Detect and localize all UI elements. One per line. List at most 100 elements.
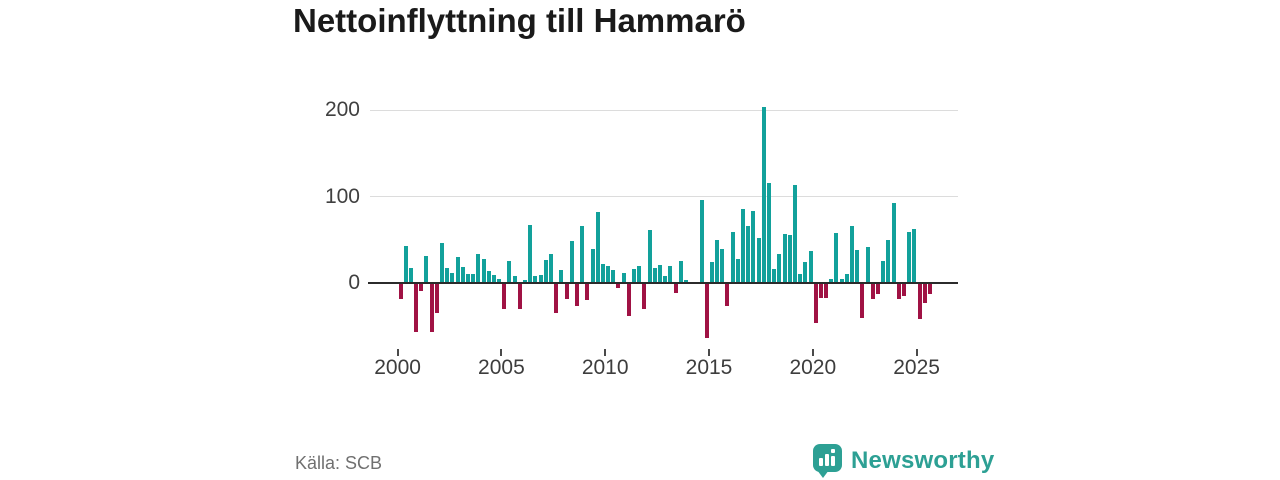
- source-note: Källa: SCB: [295, 453, 383, 473]
- bar-2020-q1: [813, 284, 818, 323]
- x-axis-label-2010: 2010: [581, 356, 629, 379]
- bar-2006-q1: [523, 280, 528, 283]
- bar-2011-q4: [642, 284, 647, 310]
- bar-2006-q2: [528, 225, 533, 283]
- bar-2000-q1: [398, 284, 403, 299]
- bar-2004-q2: [486, 270, 491, 283]
- bar-2008-q1: [564, 284, 569, 299]
- bar-2009-q2: [590, 249, 595, 283]
- bar-2019-q3: [803, 262, 808, 283]
- x-axis-label-2000: 2000: [374, 356, 421, 379]
- bar-2007-q1: [543, 259, 548, 283]
- bar-2016-q1: [730, 231, 735, 283]
- x-tick-2000: [396, 349, 399, 356]
- bar-2014-q4: [704, 284, 709, 338]
- bar-2024-q2: [901, 284, 906, 297]
- bar-2011-q3: [637, 265, 642, 283]
- bar-2008-q3: [574, 284, 579, 306]
- bar-2022-q3: [865, 246, 870, 283]
- bar-2011-q2: [632, 269, 637, 283]
- bar-2015-q4: [725, 284, 730, 307]
- bar-2010-q1: [606, 265, 611, 283]
- bar-2013-q3: [678, 261, 683, 283]
- bar-2022-q4: [870, 284, 875, 299]
- bar-2009-q3: [595, 212, 600, 283]
- bar-2012-q4: [663, 276, 668, 283]
- bar-2023-q2: [881, 261, 886, 283]
- bar-2008-q4: [580, 225, 585, 283]
- bar-2020-q4: [829, 278, 834, 283]
- bar-2016-q2: [735, 258, 740, 283]
- bar-2001-q3: [429, 284, 434, 333]
- chart-title: Nettoinflyttning till Hammarö: [293, 2, 746, 39]
- bar-2003-q3: [471, 274, 476, 283]
- bar-2023-q1: [875, 284, 880, 295]
- x-axis-label-2005: 2005: [478, 356, 525, 379]
- bar-2007-q3: [554, 284, 559, 313]
- bar-2019-q2: [798, 274, 803, 283]
- bar-2017-q1: [751, 211, 756, 283]
- bar-2017-q3: [761, 107, 766, 283]
- x-tick-2005: [500, 349, 503, 356]
- y-axis-label-0: 0: [348, 271, 360, 294]
- logo-bar-small: [819, 458, 823, 466]
- x-axis-label-2015: 2015: [685, 356, 733, 379]
- bar-2002-q4: [455, 257, 460, 283]
- bar-2007-q2: [549, 253, 553, 283]
- bar-2015-q3: [720, 249, 725, 283]
- bar-2015-q2: [715, 239, 720, 283]
- bar-2023-q3: [886, 239, 891, 283]
- bar-2018-q3: [782, 233, 787, 283]
- bar-2001-q2: [424, 256, 429, 283]
- bar-2020-q2: [818, 284, 823, 298]
- bar-2016-q3: [741, 209, 746, 283]
- logo-bar-exclamation-dot: [831, 449, 835, 453]
- bar-2002-q1: [440, 243, 445, 283]
- bar-2000-q2: [403, 245, 408, 283]
- bar-2021-q4: [850, 225, 855, 283]
- x-axis-zero-line: [368, 282, 958, 284]
- x-tick-2015: [708, 349, 710, 356]
- brand-name: Newsworthy: [851, 447, 995, 474]
- bar-chart-speech-bubble-icon: [813, 444, 842, 478]
- x-tick-2010: [604, 349, 607, 356]
- bar-2013-q4: [683, 280, 688, 283]
- bar-2025-q1: [917, 284, 922, 319]
- bar-2004-q1: [481, 258, 486, 283]
- bar-2005-q2: [507, 261, 512, 283]
- bar-2012-q1: [647, 230, 652, 283]
- bar-2018-q1: [772, 269, 777, 283]
- bar-2000-q3: [408, 268, 413, 283]
- x-axis-label-2020: 2020: [789, 356, 837, 379]
- bar-2006-q3: [533, 276, 538, 283]
- bar-2021-q2: [839, 278, 844, 283]
- bar-2000-q4: [414, 284, 419, 333]
- bar-2003-q4: [476, 254, 481, 283]
- bar-2023-q4: [891, 202, 896, 283]
- bar-2007-q4: [559, 270, 564, 283]
- bar-2017-q4: [766, 182, 771, 283]
- logo-bar-exclamation-stem: [831, 456, 835, 466]
- bar-2003-q1: [460, 266, 465, 283]
- bar-2019-q4: [808, 250, 813, 283]
- x-tick-2025: [915, 349, 918, 356]
- logo-bar-medium: [825, 454, 829, 466]
- x-axis-label-2025: 2025: [893, 356, 940, 379]
- bar-2025-q2: [922, 284, 927, 304]
- bar-2019-q1: [792, 185, 797, 283]
- bar-2013-q2: [673, 284, 678, 293]
- bar-2003-q2: [465, 274, 470, 283]
- bar-2005-q1: [502, 284, 507, 310]
- bar-2022-q1: [855, 250, 860, 283]
- bar-2021-q3: [844, 274, 849, 283]
- x-tick-2020: [811, 349, 814, 356]
- bar-2010-q4: [621, 273, 626, 283]
- y-axis-label-200: 200: [324, 98, 360, 121]
- bar-2005-q4: [517, 284, 522, 310]
- bar-2024-q4: [912, 228, 917, 283]
- bar-2018-q2: [777, 253, 782, 283]
- bar-2017-q2: [756, 238, 761, 283]
- bar-2005-q3: [512, 276, 517, 283]
- bar-2022-q2: [860, 284, 865, 318]
- newsworthy-logo: Newsworthy: [813, 444, 994, 480]
